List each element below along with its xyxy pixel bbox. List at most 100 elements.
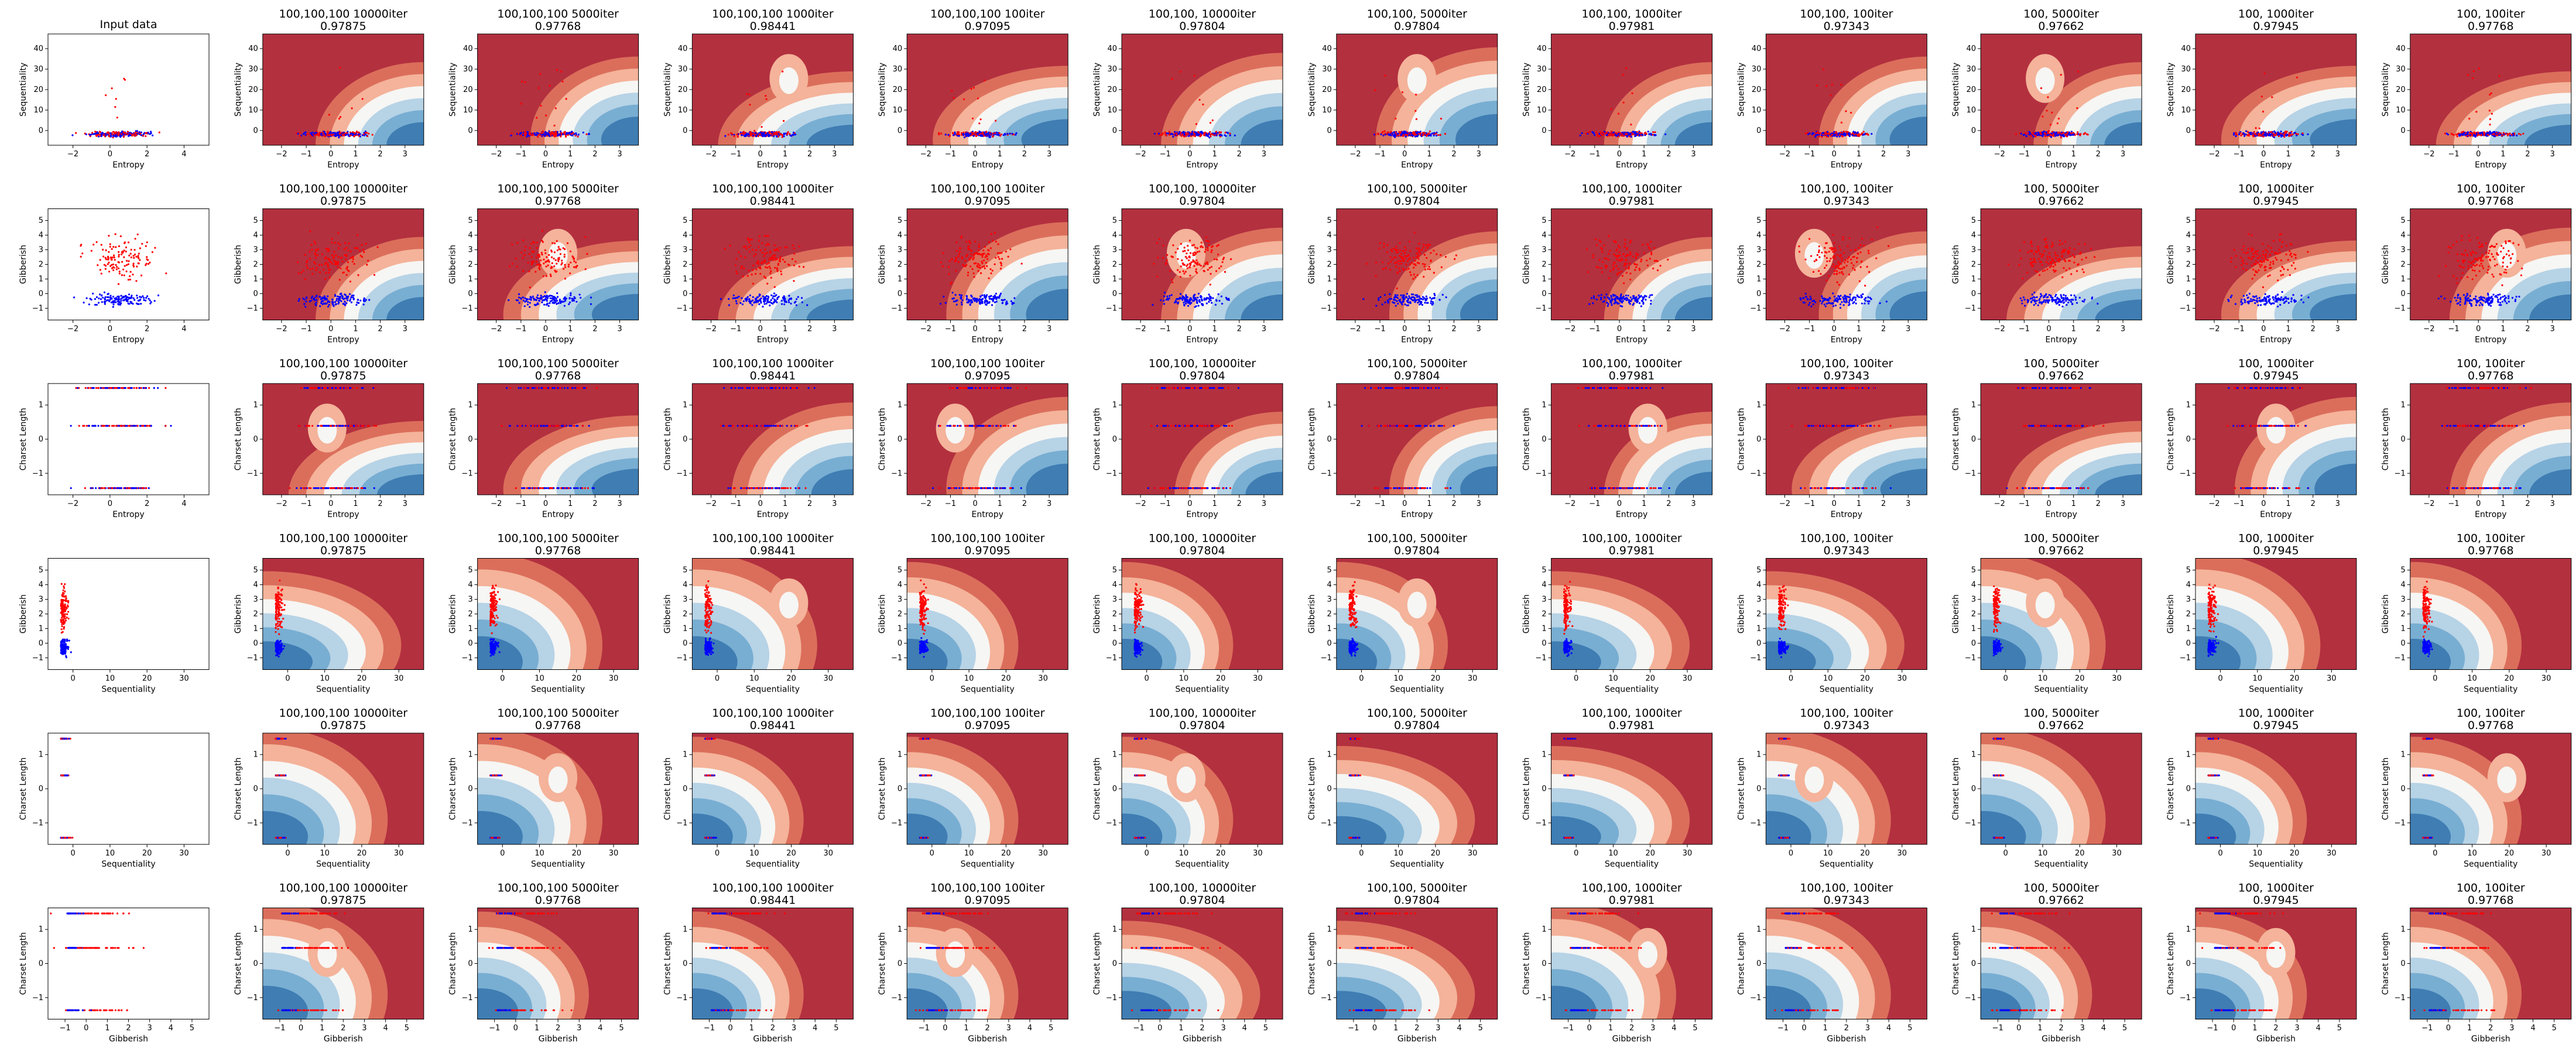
- point-class-b: [801, 302, 803, 303]
- y-tick-label: −1: [891, 304, 902, 313]
- point-class-a: [138, 255, 139, 256]
- x-tick-label: −1: [945, 150, 956, 159]
- point-class-b: [1411, 134, 1413, 136]
- point-class-b: [1606, 134, 1608, 136]
- point-class-a: [344, 242, 346, 244]
- point-class-a: [318, 135, 320, 136]
- point-class-a: [337, 232, 339, 234]
- point-class-b: [2293, 132, 2295, 134]
- point-class-b: [553, 299, 555, 301]
- point-class-a: [2271, 96, 2273, 98]
- point-class-b: [125, 297, 127, 299]
- point-class-b: [2489, 133, 2491, 135]
- point-class-b: [2513, 135, 2515, 136]
- point-class-a: [1215, 131, 1217, 132]
- point-class-b: [953, 300, 955, 302]
- point-class-a: [757, 260, 759, 262]
- point-class-a: [571, 255, 573, 257]
- point-class-b: [1644, 134, 1646, 136]
- point-class-b: [516, 299, 518, 301]
- point-class-b: [2486, 132, 2488, 134]
- point-class-b: [1181, 299, 1183, 301]
- point-class-a: [1169, 270, 1171, 272]
- point-class-a: [107, 257, 109, 259]
- point-class-a: [1197, 251, 1198, 253]
- point-class-b: [1216, 300, 1218, 302]
- point-class-a: [1382, 131, 1383, 133]
- point-class-b: [132, 303, 133, 304]
- point-class-a: [152, 251, 153, 253]
- point-class-b: [788, 302, 790, 303]
- point-class-a: [1195, 123, 1197, 125]
- x-tick-label: −1: [300, 325, 311, 334]
- point-class-b: [1212, 297, 1214, 299]
- point-class-a: [1195, 252, 1197, 254]
- point-class-a: [1631, 93, 1633, 94]
- point-class-a: [328, 114, 330, 115]
- y-tick-label: −1: [461, 304, 472, 313]
- point-class-a: [793, 265, 795, 266]
- point-class-b: [976, 301, 978, 303]
- point-class-b: [130, 302, 132, 304]
- point-class-a: [374, 274, 375, 276]
- point-class-b: [981, 302, 983, 304]
- point-class-a: [2444, 132, 2446, 134]
- x-tick-label: 4: [181, 325, 186, 334]
- point-class-a: [967, 272, 969, 273]
- point-class-a: [999, 258, 1001, 260]
- point-class-a: [774, 254, 776, 256]
- x-tick-label: 1: [568, 325, 573, 334]
- point-class-b: [966, 295, 968, 297]
- point-class-b: [536, 134, 537, 136]
- point-class-b: [1011, 303, 1013, 305]
- point-class-a: [112, 246, 114, 248]
- point-class-a: [550, 135, 551, 136]
- point-class-b: [1229, 135, 1231, 136]
- point-class-a: [134, 254, 136, 255]
- point-class-b: [527, 301, 529, 303]
- point-class-b: [566, 297, 567, 299]
- x-tick-label: 0: [108, 325, 112, 334]
- point-class-a: [1202, 247, 1204, 248]
- point-class-b: [985, 297, 986, 299]
- point-class-b: [1208, 293, 1210, 295]
- point-class-a: [1172, 256, 1174, 258]
- x-tick-label: 1: [2071, 150, 2076, 159]
- point-class-a: [984, 246, 986, 248]
- point-class-b: [1183, 304, 1185, 306]
- point-class-b: [737, 297, 738, 299]
- point-class-b: [546, 304, 547, 306]
- point-class-a: [992, 239, 994, 241]
- point-class-a: [779, 261, 781, 262]
- point-class-a: [1654, 131, 1656, 133]
- point-class-b: [1624, 132, 1626, 134]
- point-class-a: [983, 259, 985, 261]
- x-tick-label: 3: [1691, 150, 1695, 159]
- point-class-a: [341, 134, 343, 136]
- x-axis-label: Entropy: [971, 336, 1003, 345]
- point-class-a: [960, 237, 962, 239]
- point-class-a: [2255, 134, 2257, 135]
- x-tick-label: −1: [2234, 150, 2245, 159]
- point-class-a: [971, 268, 973, 270]
- point-class-a: [1212, 119, 1214, 121]
- point-class-b: [548, 305, 550, 307]
- point-class-a: [115, 233, 117, 235]
- point-class-a: [555, 107, 557, 109]
- point-class-a: [1425, 244, 1427, 246]
- point-class-b: [1593, 132, 1595, 134]
- point-class-b: [350, 133, 352, 135]
- point-class-a: [2067, 131, 2068, 133]
- y-tick-label: 1: [468, 275, 472, 283]
- point-class-a: [536, 242, 538, 244]
- point-class-b: [1163, 303, 1165, 304]
- point-class-a: [1216, 245, 1218, 247]
- point-class-a: [141, 275, 142, 276]
- x-tick-label: −2: [67, 150, 78, 159]
- point-class-b: [570, 292, 571, 294]
- point-class-a: [953, 97, 955, 98]
- point-class-a: [328, 250, 330, 252]
- point-class-a: [764, 261, 766, 262]
- point-class-a: [751, 273, 753, 275]
- point-class-a: [1192, 261, 1194, 262]
